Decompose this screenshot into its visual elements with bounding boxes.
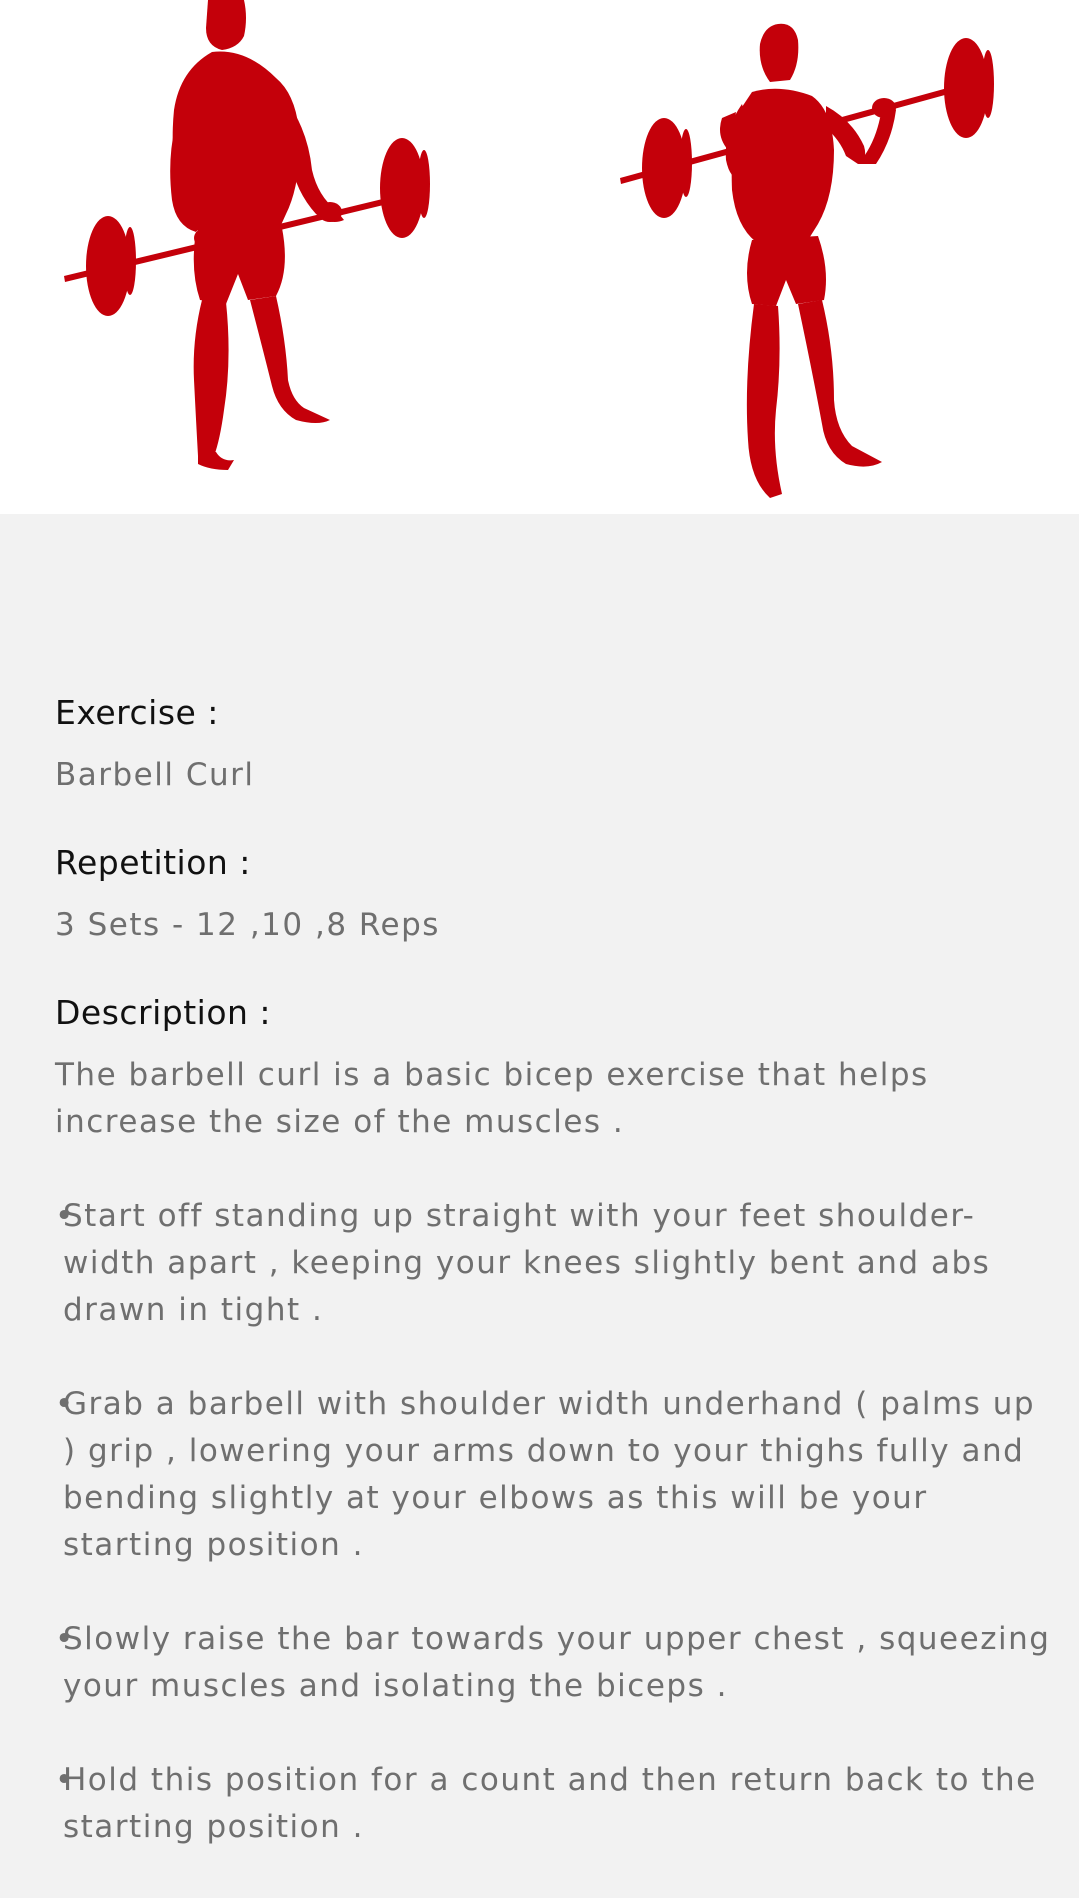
exercise-label: Exercise : [55, 693, 219, 732]
bullet-marker: • [55, 1386, 75, 1422]
right-barbell [620, 38, 994, 218]
barbell-curl-illustration [64, 0, 994, 498]
description-step-text: Grab a barbell with shoulder width under… [63, 1386, 1036, 1563]
bullet-marker: • [55, 1621, 75, 1657]
description-label: Description : [55, 993, 272, 1032]
repetition-label: Repetition : [55, 843, 251, 882]
bullet-marker: • [55, 1762, 75, 1798]
barbell-curl-start-figure [170, 0, 344, 470]
description-step-text: Start off standing up straight with your… [63, 1198, 991, 1328]
bullet-marker: • [55, 1198, 75, 1234]
spacer [55, 798, 1055, 840]
description-step-text: Hold this position for a count and then … [63, 1762, 1037, 1845]
exercise-details: Exercise : Barbell Curl Repetition : 3 S… [55, 690, 1055, 1898]
description-step: • Grab a barbell with shoulder width und… [55, 1381, 1055, 1569]
description-step: • Start off standing up straight with yo… [55, 1193, 1055, 1334]
barbell-curl-top-figure [720, 23, 896, 498]
description-step: • Hold this position for a count and the… [55, 1757, 1055, 1851]
exercise-illustration [0, 0, 1079, 514]
description-intro: The barbell curl is a basic bicep exerci… [55, 1057, 929, 1140]
description-text: The barbell curl is a basic bicep exerci… [55, 1052, 1055, 1851]
spacer [55, 948, 1055, 990]
description-step: • Slowly raise the bar towards your uppe… [55, 1616, 1055, 1710]
left-barbell [64, 138, 430, 316]
exercise-name: Barbell Curl [55, 757, 255, 793]
description-step-text: Slowly raise the bar towards your upper … [63, 1621, 1051, 1704]
repetition-value: 3 Sets - 12 ,10 ,8 Reps [55, 907, 440, 943]
